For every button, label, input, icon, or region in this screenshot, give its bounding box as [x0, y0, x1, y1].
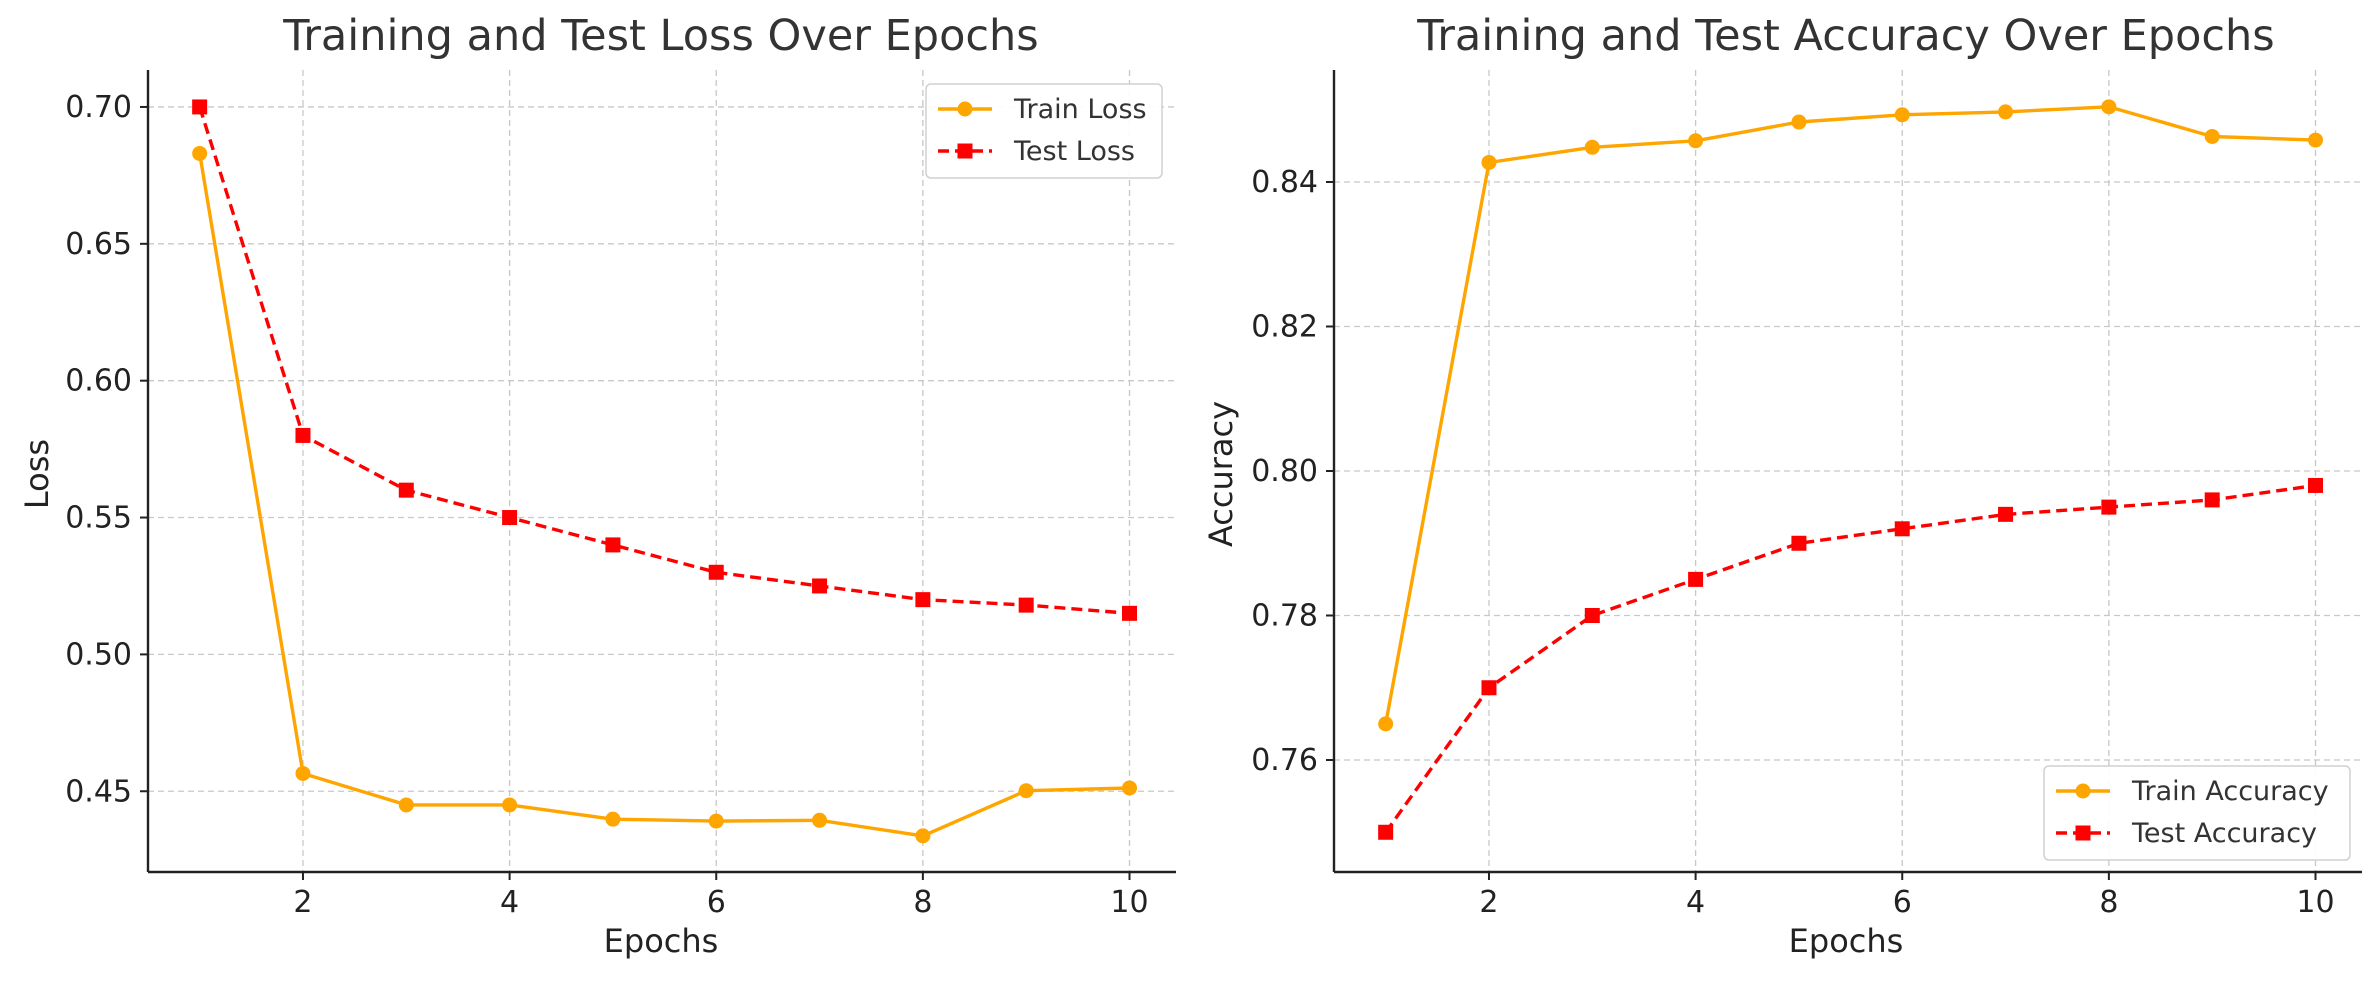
- accuracy-chart-series: [1378, 99, 2324, 840]
- accuracy-chart-series-test-point: [1791, 535, 1807, 551]
- loss-chart-x-tick-label: 2: [293, 885, 312, 920]
- accuracy-chart-series-test-point: [1688, 571, 1704, 587]
- loss-chart-title: Training and Test Loss Over Epochs: [282, 11, 1038, 61]
- accuracy-chart-series-train-point: [1998, 104, 2014, 120]
- loss-chart-series-train-point: [295, 765, 311, 781]
- accuracy-chart-legend-box: [2043, 765, 2351, 861]
- loss-chart-legend: Train Loss Test Loss: [925, 83, 1163, 179]
- accuracy-chart-series-train-point: [1481, 154, 1497, 170]
- accuracy-chart-ticks: 2 4 6 8 10 0.76 0.78 0.80 0.82 0.84: [1251, 165, 2334, 920]
- loss-chart-series-train-point: [812, 812, 828, 828]
- accuracy-chart-series-train-point: [1584, 139, 1600, 155]
- loss-chart-y-tick-label: 0.45: [65, 774, 132, 809]
- accuracy-chart-panel: Training and Test Accuracy Over Epochs 2…: [1202, 11, 2362, 960]
- loss-chart-series-train-point: [1018, 783, 1034, 799]
- accuracy-chart-series-test-point: [2308, 477, 2324, 493]
- accuracy-chart-x-tick-label: 4: [1686, 885, 1705, 920]
- loss-chart-series-test-point: [812, 578, 828, 594]
- loss-chart-panel: Training and Test Loss Over Epochs 2 4 6 8 1…: [18, 11, 1176, 960]
- accuracy-chart-series-train-line: [1384, 105, 2316, 725]
- loss-chart-y-tick-label: 0.50: [65, 637, 132, 672]
- loss-chart-y-tick-label: 0.70: [65, 90, 132, 125]
- loss-chart-series-train-point: [398, 797, 414, 813]
- loss-chart-x-tick-label: 8: [913, 885, 932, 920]
- loss-chart-series-test-point: [398, 482, 414, 498]
- loss-chart-series-test-point: [1018, 597, 1034, 613]
- loss-chart-series: [192, 99, 1138, 844]
- accuracy-chart-grid: [1334, 70, 2362, 872]
- loss-chart-series-test-point: [192, 99, 208, 115]
- loss-chart-series-test-point: [605, 537, 621, 553]
- accuracy-chart-y-tick-label: 0.80: [1251, 454, 1318, 489]
- loss-chart-series-test-point: [915, 592, 931, 608]
- accuracy-chart-series-test-point: [1378, 824, 1394, 840]
- loss-chart-x-axis-label: Epochs: [604, 922, 719, 960]
- accuracy-chart-y-tick-label: 0.76: [1251, 743, 1318, 778]
- accuracy-chart-y-tick-label: 0.82: [1251, 309, 1318, 344]
- accuracy-chart-series-train-point: [1688, 133, 1704, 149]
- accuracy-chart-series-test-point: [1481, 680, 1497, 696]
- accuracy-chart-series-test-point: [2204, 492, 2220, 508]
- loss-chart-series-train-point: [1122, 780, 1138, 796]
- accuracy-chart-y-tick-label: 0.78: [1251, 599, 1318, 634]
- accuracy-chart-series-test-point: [1894, 521, 1910, 537]
- loss-chart-legend-test-label: Test Loss: [1013, 136, 1135, 167]
- loss-chart-grid: [148, 70, 1176, 872]
- accuracy-chart-series-test-point: [1998, 506, 2014, 522]
- accuracy-chart-legend-test-label: Test Accuracy: [2131, 818, 2317, 849]
- loss-chart-y-tick-label: 0.55: [65, 501, 132, 536]
- accuracy-chart-legend-train-marker: [2075, 783, 2091, 799]
- accuracy-chart-series-test-line: [1384, 483, 2316, 834]
- accuracy-chart-series-test-point: [1584, 608, 1600, 624]
- accuracy-chart-y-axis-label: Accuracy: [1202, 401, 1240, 547]
- loss-chart-legend-train-label: Train Loss: [1013, 94, 1147, 125]
- accuracy-chart-x-tick-label: 8: [2099, 885, 2118, 920]
- loss-chart-series-train-point: [915, 828, 931, 844]
- loss-chart-x-tick-label: 4: [500, 885, 519, 920]
- accuracy-chart-x-tick-label: 10: [2296, 885, 2334, 920]
- loss-chart-legend-train-marker: [957, 101, 973, 117]
- accuracy-chart-legend-train-label: Train Accuracy: [2131, 776, 2329, 807]
- accuracy-chart-legend-test-marker: [2075, 825, 2091, 841]
- accuracy-chart-legend: Train Accuracy Test Accuracy: [2043, 765, 2351, 861]
- loss-chart-ticks: 2 4 6 8 10 0.45 0.50 0.55 0.60 0.65 0.70: [65, 90, 1148, 920]
- loss-chart-series-train-point: [708, 813, 724, 829]
- loss-chart-series-test-point: [295, 427, 311, 443]
- accuracy-chart-y-tick-label: 0.84: [1251, 165, 1318, 200]
- loss-chart-series-test-point: [502, 510, 518, 526]
- accuracy-chart-title: Training and Test Accuracy Over Epochs: [1416, 11, 2274, 61]
- accuracy-chart-series-train-point: [1791, 114, 1807, 130]
- accuracy-chart-series-train-point: [2204, 128, 2220, 144]
- accuracy-chart-series-test-point: [2101, 499, 2117, 515]
- accuracy-chart-series-train-point: [1894, 107, 1910, 123]
- loss-chart-x-tick-label: 10: [1110, 885, 1148, 920]
- loss-chart-x-tick-label: 6: [707, 885, 726, 920]
- accuracy-chart-x-tick-label: 6: [1893, 885, 1912, 920]
- loss-chart-series-test-point: [708, 564, 724, 580]
- loss-chart-legend-test-marker: [957, 143, 973, 159]
- loss-chart-series-test-point: [1122, 605, 1138, 621]
- loss-chart-axes: [146, 70, 1176, 874]
- loss-chart-series-train-line: [198, 153, 1130, 838]
- loss-chart-y-tick-label: 0.65: [65, 227, 132, 262]
- accuracy-chart-series-train-point: [2308, 132, 2324, 148]
- loss-chart-series-train-point: [502, 797, 518, 813]
- accuracy-chart-x-axis-label: Epochs: [1789, 922, 1904, 960]
- loss-chart-y-tick-label: 0.60: [65, 364, 132, 399]
- accuracy-chart-series-train-point: [2101, 99, 2117, 115]
- loss-chart-series-test-line: [198, 106, 1130, 615]
- accuracy-chart-x-tick-label: 2: [1479, 885, 1498, 920]
- loss-chart-y-axis-label: Loss: [18, 439, 56, 509]
- loss-chart-series-train-point: [605, 811, 621, 827]
- accuracy-chart-series-train-point: [1378, 716, 1394, 732]
- loss-chart-series-train-point: [192, 145, 208, 161]
